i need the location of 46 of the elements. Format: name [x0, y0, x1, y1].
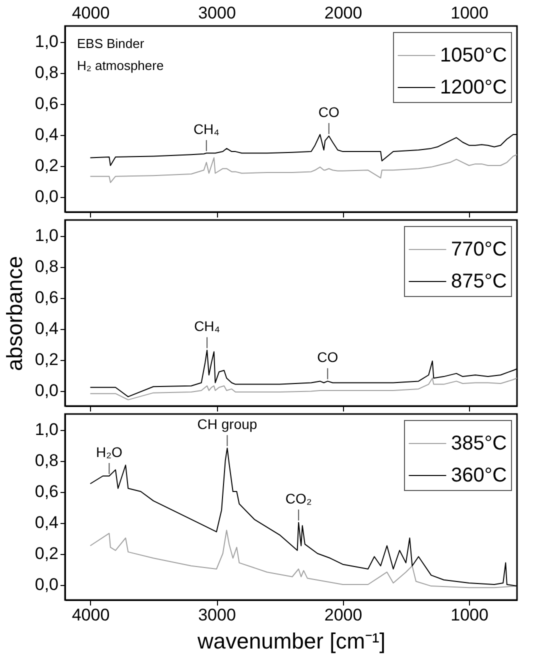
line-series — [90, 154, 517, 184]
x2-tick-label: 4000 — [72, 4, 110, 22]
y-tick-label: 0,4 — [34, 513, 58, 532]
y-tick-label: 0,4 — [34, 125, 58, 144]
y-tick-label: 0,8 — [34, 257, 58, 276]
y-tick-label: 0,6 — [34, 94, 58, 113]
annotation: CO — [317, 349, 338, 366]
annotation: CO₂ — [285, 490, 312, 506]
line-series — [90, 530, 517, 588]
annotation: H₂O — [96, 444, 123, 460]
legend-label: 360°C — [451, 464, 507, 486]
y-axis-title: absorbance — [2, 256, 27, 371]
y-tick-label: 0,2 — [34, 156, 58, 175]
y-tick-label: 0,0 — [34, 381, 58, 400]
legend-label: 1050°C — [440, 44, 507, 66]
x-tick-label: 1000 — [450, 606, 488, 624]
annotation: CO — [318, 104, 340, 120]
line-series — [90, 378, 517, 400]
x-tick-label: 2000 — [324, 606, 362, 624]
x2-tick-label: 3000 — [198, 4, 236, 22]
legend-label: 385°C — [451, 432, 507, 454]
annotation: CH₄ — [194, 318, 220, 334]
annotation: CH₄ — [193, 121, 220, 138]
y-tick-label: 0,0 — [34, 187, 58, 206]
y-tick-label: 1,0 — [34, 32, 58, 51]
legend-label: 1200°C — [440, 76, 507, 98]
x2-tick-label: 2000 — [324, 4, 362, 22]
y-tick-label: 0,2 — [34, 544, 58, 563]
y-tick-label: 1,0 — [34, 420, 58, 439]
x-axis-title: wavenumber [cm⁻¹] — [196, 628, 386, 654]
y-tick-label: 0,2 — [34, 350, 58, 369]
y-tick-label: 0,4 — [34, 319, 58, 338]
annotation: CH group — [197, 416, 258, 432]
x-tick-label: 3000 — [198, 606, 236, 624]
y-tick-label: 0,8 — [34, 63, 58, 82]
annotation: H₂ atmosphere — [77, 58, 164, 73]
y-tick-label: 0,8 — [34, 451, 58, 470]
y-tick-label: 1,0 — [34, 226, 58, 245]
legend-label: 770°C — [451, 238, 507, 260]
y-tick-label: 0,0 — [34, 575, 58, 594]
y-tick-label: 0,6 — [34, 288, 58, 307]
legend-label: 875°C — [451, 270, 507, 292]
x-tick-label: 4000 — [72, 606, 110, 624]
x2-tick-label: 1000 — [450, 4, 488, 22]
annotation: EBS Binder — [77, 36, 145, 51]
y-tick-label: 0,6 — [34, 482, 58, 501]
